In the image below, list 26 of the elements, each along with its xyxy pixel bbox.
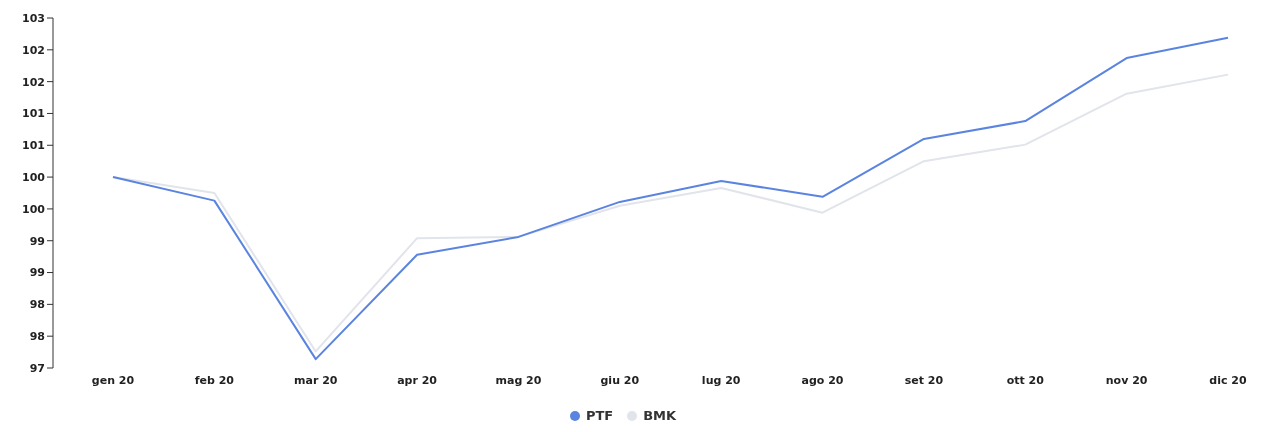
x-tick-label: dic 20 — [1209, 373, 1247, 387]
y-tick-label: 98 — [29, 330, 45, 344]
y-tick-label: 101 — [22, 139, 45, 153]
y-tick-label: 101 — [22, 107, 45, 121]
x-tick-label: mag 20 — [495, 373, 542, 387]
y-tick-label: 99 — [29, 234, 45, 248]
x-tick-label: lug 20 — [701, 373, 741, 387]
x-tick-label: gen 20 — [91, 373, 135, 387]
y-tick-label: 99 — [29, 266, 45, 280]
x-tick-label: set 20 — [904, 373, 944, 387]
x-tick-label: ago 20 — [801, 373, 844, 387]
x-tick-label: mar 20 — [294, 373, 338, 387]
y-tick-label: 97 — [29, 361, 45, 375]
legend-label: BMK — [642, 408, 677, 423]
x-tick-label: feb 20 — [194, 373, 235, 387]
y-tick-label: 100 — [22, 171, 46, 184]
x-tick-label: apr 20 — [397, 373, 438, 387]
y-tick-label: 103 — [22, 11, 45, 25]
y-tick-label: 102 — [22, 43, 45, 57]
x-tick-label: ott 20 — [1006, 373, 1045, 387]
y-tick-label: 100 — [22, 202, 46, 216]
x-tick-label: giu 20 — [600, 373, 640, 387]
x-tick-label: nov 20 — [1105, 373, 1148, 387]
y-tick-label: 102 — [22, 75, 45, 89]
legend-label: PTF — [584, 408, 614, 423]
y-tick-label: 98 — [29, 298, 45, 312]
